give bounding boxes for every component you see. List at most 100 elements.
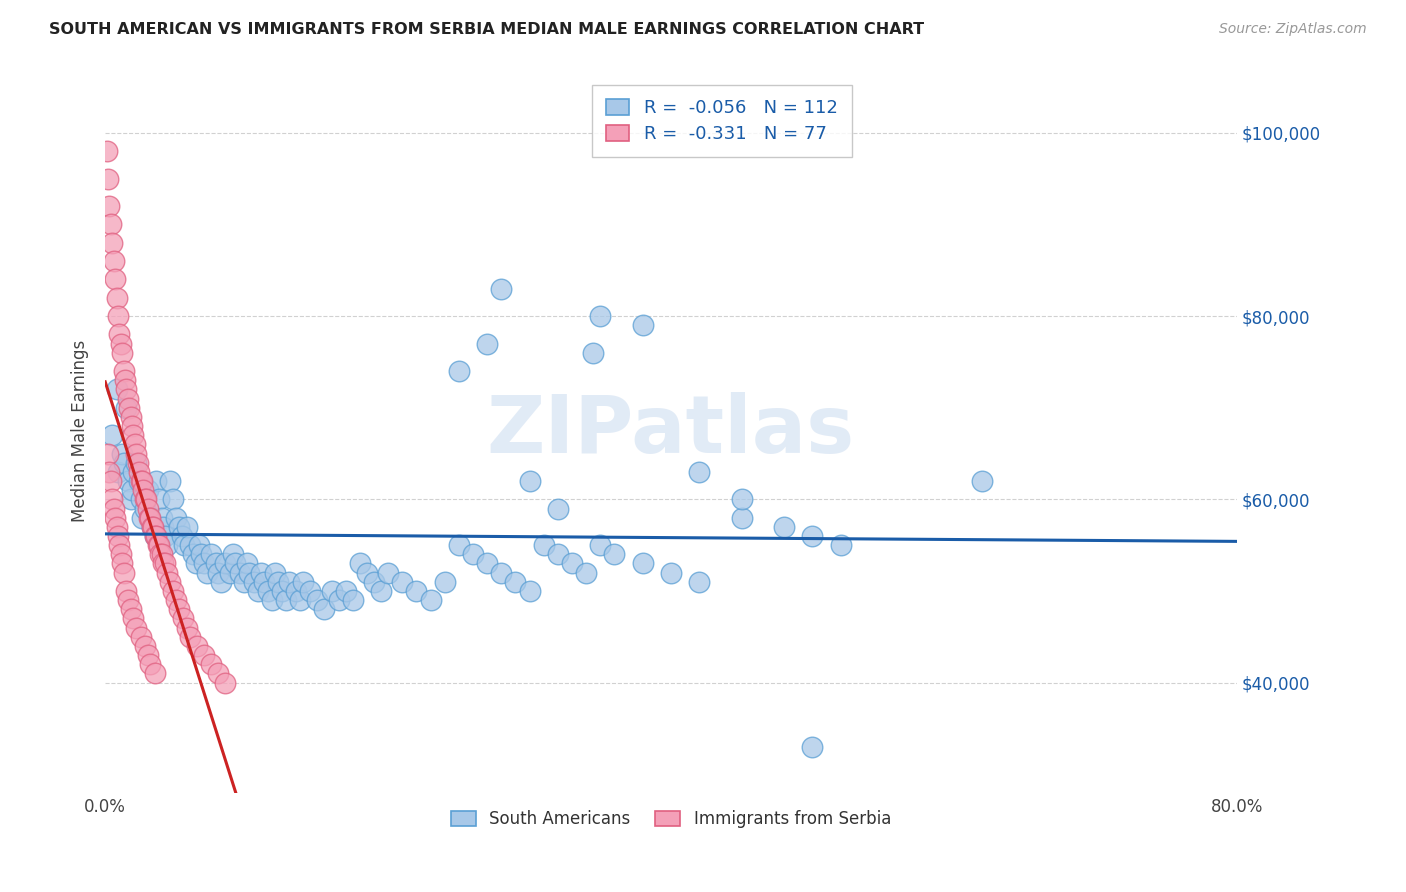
Point <box>127 456 149 470</box>
Point <box>115 584 138 599</box>
Point <box>433 574 456 589</box>
Point <box>138 510 160 524</box>
Point <box>391 574 413 589</box>
Point <box>156 566 179 580</box>
Point <box>276 593 298 607</box>
Point <box>104 510 127 524</box>
Point <box>128 474 150 488</box>
Point <box>122 611 145 625</box>
Text: SOUTH AMERICAN VS IMMIGRANTS FROM SERBIA MEDIAN MALE EARNINGS CORRELATION CHART: SOUTH AMERICAN VS IMMIGRANTS FROM SERBIA… <box>49 22 924 37</box>
Point <box>405 584 427 599</box>
Point <box>120 409 142 424</box>
Point <box>118 401 141 415</box>
Point <box>447 538 470 552</box>
Point <box>131 474 153 488</box>
Point <box>589 538 612 552</box>
Point <box>115 401 138 415</box>
Point <box>170 529 193 543</box>
Point <box>145 529 167 543</box>
Point <box>139 657 162 672</box>
Point <box>110 547 132 561</box>
Point <box>547 501 569 516</box>
Point <box>172 611 194 625</box>
Point <box>143 529 166 543</box>
Point <box>145 474 167 488</box>
Point <box>214 557 236 571</box>
Point <box>731 492 754 507</box>
Point <box>187 538 209 552</box>
Point <box>101 428 124 442</box>
Point <box>121 419 143 434</box>
Point <box>235 557 257 571</box>
Point <box>142 520 165 534</box>
Point <box>148 538 170 552</box>
Point <box>162 492 184 507</box>
Point <box>271 584 294 599</box>
Point <box>193 557 215 571</box>
Point <box>105 520 128 534</box>
Point <box>356 566 378 580</box>
Point <box>232 574 254 589</box>
Point <box>97 171 120 186</box>
Point <box>153 529 176 543</box>
Point <box>117 474 139 488</box>
Point <box>107 465 129 479</box>
Point <box>370 584 392 599</box>
Point <box>489 281 512 295</box>
Point <box>110 336 132 351</box>
Point <box>117 392 139 406</box>
Point <box>218 566 240 580</box>
Point <box>801 529 824 543</box>
Point <box>103 501 125 516</box>
Point <box>176 621 198 635</box>
Point <box>547 547 569 561</box>
Point <box>193 648 215 662</box>
Point <box>307 593 329 607</box>
Point <box>98 199 121 213</box>
Point <box>129 630 152 644</box>
Point <box>292 574 315 589</box>
Point <box>100 474 122 488</box>
Point <box>103 254 125 268</box>
Point <box>190 547 212 561</box>
Point <box>156 538 179 552</box>
Point <box>267 574 290 589</box>
Point <box>143 666 166 681</box>
Point <box>141 520 163 534</box>
Point <box>152 520 174 534</box>
Point <box>363 574 385 589</box>
Point <box>228 566 250 580</box>
Point <box>519 474 541 488</box>
Legend: South Americans, Immigrants from Serbia: South Americans, Immigrants from Serbia <box>444 804 898 835</box>
Point <box>475 336 498 351</box>
Point <box>342 593 364 607</box>
Point <box>146 538 169 552</box>
Point <box>98 465 121 479</box>
Point <box>107 529 129 543</box>
Point <box>148 492 170 507</box>
Point <box>97 446 120 460</box>
Point <box>377 566 399 580</box>
Point <box>688 465 710 479</box>
Point <box>328 593 350 607</box>
Point <box>582 345 605 359</box>
Point <box>575 566 598 580</box>
Point <box>111 446 134 460</box>
Point <box>111 557 134 571</box>
Point <box>207 666 229 681</box>
Point <box>207 566 229 580</box>
Point <box>321 584 343 599</box>
Point <box>122 428 145 442</box>
Point <box>134 492 156 507</box>
Point <box>125 456 148 470</box>
Point <box>972 474 994 488</box>
Point <box>249 566 271 580</box>
Point <box>447 364 470 378</box>
Point <box>533 538 555 552</box>
Point <box>314 602 336 616</box>
Point <box>335 584 357 599</box>
Point <box>173 538 195 552</box>
Point <box>631 318 654 333</box>
Point <box>132 483 155 498</box>
Point <box>167 602 190 616</box>
